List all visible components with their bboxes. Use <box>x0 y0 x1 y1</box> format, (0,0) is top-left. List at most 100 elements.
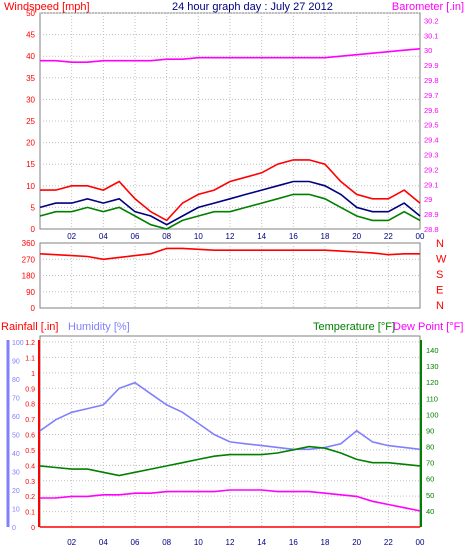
wind-series-line-0 <box>40 159 421 222</box>
rainfall-tick-label: 0.2 <box>25 494 35 501</box>
windspeed-tick-label: 50 <box>26 9 35 18</box>
x-tick-label: 16 <box>289 232 298 241</box>
windspeed-tick-label: 25 <box>26 117 35 126</box>
windspeed-tick-label: 20 <box>26 139 35 148</box>
x-tick-label: 12 <box>226 538 235 547</box>
compass-label: S <box>436 269 443 281</box>
wind-direction-line <box>39 247 420 261</box>
grid-lines <box>40 12 420 527</box>
x-tick-label: 14 <box>257 232 266 241</box>
x-tick-label: 22 <box>384 232 393 241</box>
rainfall-tick-label: 0.9 <box>25 386 35 393</box>
data-lines <box>39 48 421 528</box>
barometer-tick-label: 29.4 <box>424 136 439 145</box>
humidity-tick-label: 60 <box>12 414 20 421</box>
direction-tick-label: 270 <box>22 255 36 264</box>
temperature-tick-label: 100 <box>426 410 439 419</box>
rainfall-tick-label: 1.2 <box>25 340 35 347</box>
x-tick-label: 02 <box>67 232 76 241</box>
x-tick-label: 22 <box>384 538 393 547</box>
direction-tick-label: 360 <box>22 239 36 248</box>
direction-tick-label: 180 <box>22 272 36 281</box>
x-tick-label: 08 <box>162 232 171 241</box>
x-tick-label: 08 <box>162 538 171 547</box>
windspeed-tick-label: 0 <box>31 225 36 234</box>
barometer-tick-label: 29.8 <box>424 76 439 85</box>
temperature-tick-label: 80 <box>426 443 434 452</box>
barometer-tick-label: 29 <box>424 195 432 204</box>
x-tick-label: 06 <box>131 232 140 241</box>
rainfall-tick-label: 0 <box>31 525 35 532</box>
windspeed-tick-label: 35 <box>26 74 35 83</box>
humidity-tick-label: 40 <box>12 451 20 458</box>
temperature-tick-label: 90 <box>426 426 434 435</box>
x-tick-label: 20 <box>352 232 361 241</box>
rainfall-tick-label: 0.8 <box>25 402 35 409</box>
weather-series-line-1 <box>39 445 421 477</box>
humidity-axis-title: Humidity [%] <box>68 321 130 333</box>
barometer-tick-label: 30.2 <box>424 16 439 25</box>
weather-series-line-2 <box>40 489 421 512</box>
temperature-axis-title: Temperature [°F] <box>313 321 395 333</box>
compass-label: N <box>436 238 444 250</box>
x-tick-label: 04 <box>99 232 108 241</box>
rainfall-tick-label: 0.6 <box>25 433 35 440</box>
windspeed-tick-label: 5 <box>31 203 36 212</box>
wind-series-line-3 <box>40 48 421 64</box>
temperature-tick-label: 120 <box>426 378 439 387</box>
temperature-tick-label: 110 <box>426 394 438 403</box>
rainfall-tick-label: 0.3 <box>25 479 35 486</box>
barometer-tick-label: 29.2 <box>424 165 439 174</box>
humidity-tick-label: 0 <box>12 525 16 532</box>
x-tick-label: 16 <box>289 538 298 547</box>
rainfall-tick-label: 1.1 <box>25 355 35 362</box>
x-tick-label: 18 <box>321 538 330 547</box>
x-tick-label: 14 <box>257 538 266 547</box>
x-tick-label: 12 <box>226 232 235 241</box>
windspeed-tick-label: 10 <box>26 182 35 191</box>
rainfall-axis-title: Rainfall [.in] <box>1 321 58 333</box>
temperature-tick-label: 50 <box>426 491 434 500</box>
graph-title: 24 hour graph day : July 27 2012 <box>172 1 333 13</box>
humidity-tick-label: 50 <box>12 433 20 440</box>
barometer-tick-label: 29.3 <box>424 151 439 160</box>
x-tick-label: 20 <box>352 538 361 547</box>
humidity-tick-label: 80 <box>12 377 20 384</box>
humidity-tick-label: 70 <box>12 396 20 403</box>
rainfall-tick-label: 0.7 <box>25 417 35 424</box>
x-tick-label: 10 <box>194 538 203 547</box>
wind-series-line-2 <box>39 193 421 230</box>
barometer-tick-label: 29.6 <box>424 106 439 115</box>
x-tick-label: 10 <box>194 232 203 241</box>
barometer-tick-label: 29.9 <box>424 61 439 70</box>
windspeed-tick-label: 15 <box>26 160 35 169</box>
rainfall-tick-label: 0.1 <box>25 510 35 517</box>
humidity-tick-label: 100 <box>12 340 24 347</box>
compass-label: W <box>436 254 447 266</box>
windspeed-tick-label: 30 <box>26 95 35 104</box>
compass-label: E <box>436 285 443 297</box>
axis-labels: 0510152025303540455028.828.92929.129.229… <box>6 9 447 547</box>
wind-series-line-1 <box>39 180 421 226</box>
direction-tick-label: 0 <box>31 304 36 313</box>
barometer-axis-title: Barometer [.in] <box>392 1 464 13</box>
x-tick-label: 06 <box>131 538 140 547</box>
windspeed-tick-label: 40 <box>26 52 35 61</box>
barometer-tick-label: 30.1 <box>424 31 439 40</box>
x-tick-label: 18 <box>321 232 330 241</box>
humidity-tick-label: 20 <box>12 488 20 495</box>
humidity-tick-label: 10 <box>12 507 20 514</box>
temperature-tick-label: 40 <box>426 507 434 516</box>
barometer-tick-label: 28.8 <box>424 225 439 234</box>
x-tick-label: 00 <box>416 538 425 547</box>
rainfall-tick-label: 0.5 <box>25 448 35 455</box>
temperature-tick-label: 130 <box>426 362 439 371</box>
temperature-tick-label: 60 <box>426 475 434 484</box>
barometer-tick-label: 29.7 <box>424 91 439 100</box>
barometer-tick-label: 29.5 <box>424 121 439 130</box>
x-tick-label: 04 <box>99 538 108 547</box>
barometer-tick-label: 30 <box>424 46 432 55</box>
temperature-tick-label: 140 <box>426 346 439 355</box>
temperature-tick-label: 70 <box>426 459 434 468</box>
